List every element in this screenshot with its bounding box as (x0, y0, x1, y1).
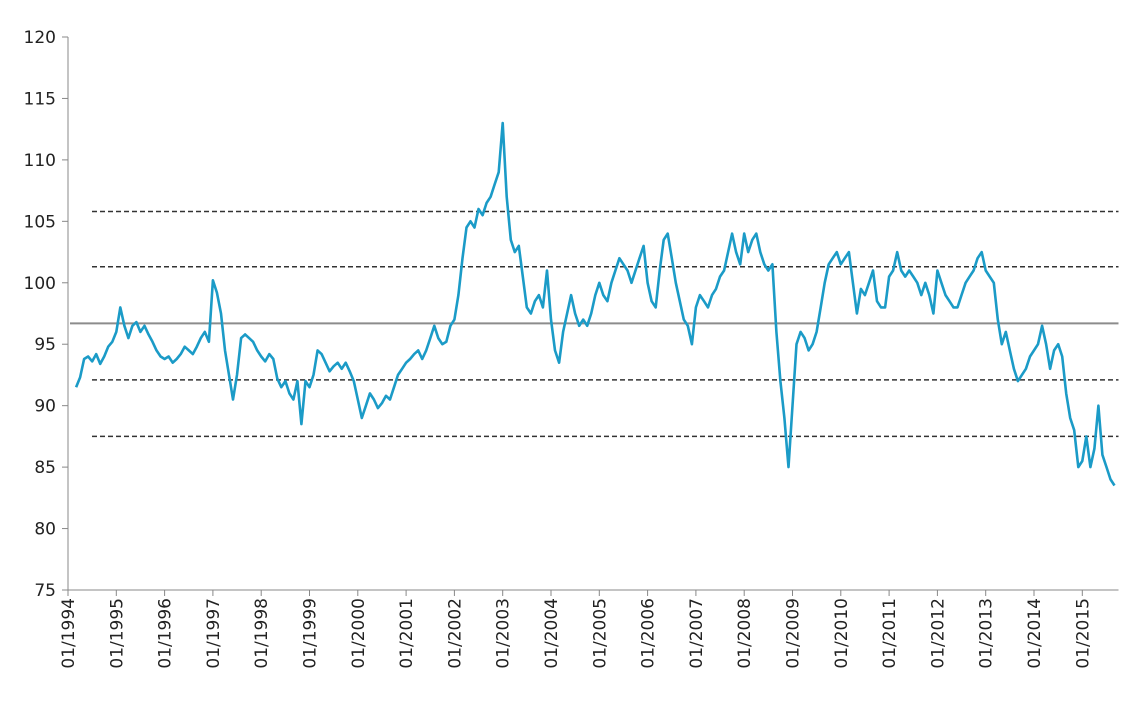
y-tick-label: 120 (24, 28, 56, 48)
y-tick-label: 100 (24, 274, 56, 294)
x-tick-label: 01/2005 (590, 598, 610, 669)
x-tick-label: 01/2006 (639, 598, 659, 669)
x-tick-label: 01/1998 (252, 598, 272, 669)
y-tick-label: 110 (24, 151, 56, 171)
x-tick-label: 01/2002 (445, 598, 465, 669)
y-tick-label: 75 (34, 581, 56, 601)
x-tick-label: 01/2004 (542, 598, 562, 669)
series-line (74, 121, 1116, 487)
x-tick-label: 01/2015 (1073, 598, 1093, 669)
x-tick-label: 01/1997 (204, 598, 224, 669)
x-tick-label: 01/1996 (156, 598, 176, 669)
x-tick-label: 01/1995 (107, 598, 127, 669)
y-tick-label: 115 (24, 89, 56, 109)
x-tick-label: 01/2011 (880, 598, 900, 669)
y-tick-label: 95 (34, 335, 56, 355)
x-tick-label: 01/2013 (977, 598, 997, 669)
x-tick-label: 01/2010 (832, 598, 852, 669)
y-tick-label: 80 (34, 520, 56, 540)
x-tick-label: 01/2001 (397, 598, 417, 669)
y-tick-label: 90 (34, 397, 56, 417)
y-tick-label: 85 (34, 458, 56, 478)
x-tick-label: 01/1999 (301, 598, 321, 669)
x-tick-label: 01/1994 (59, 598, 79, 669)
y-tick-label: 105 (24, 212, 56, 232)
x-tick-label: 01/2008 (735, 598, 755, 669)
x-tick-label: 01/2009 (784, 598, 804, 669)
x-tick-label: 01/2012 (928, 598, 948, 669)
x-tick-label: 01/2000 (349, 598, 369, 669)
x-tick-label: 01/2007 (687, 598, 707, 669)
x-tick-label: 01/2014 (1025, 598, 1045, 669)
x-tick-label: 01/2003 (494, 598, 514, 669)
